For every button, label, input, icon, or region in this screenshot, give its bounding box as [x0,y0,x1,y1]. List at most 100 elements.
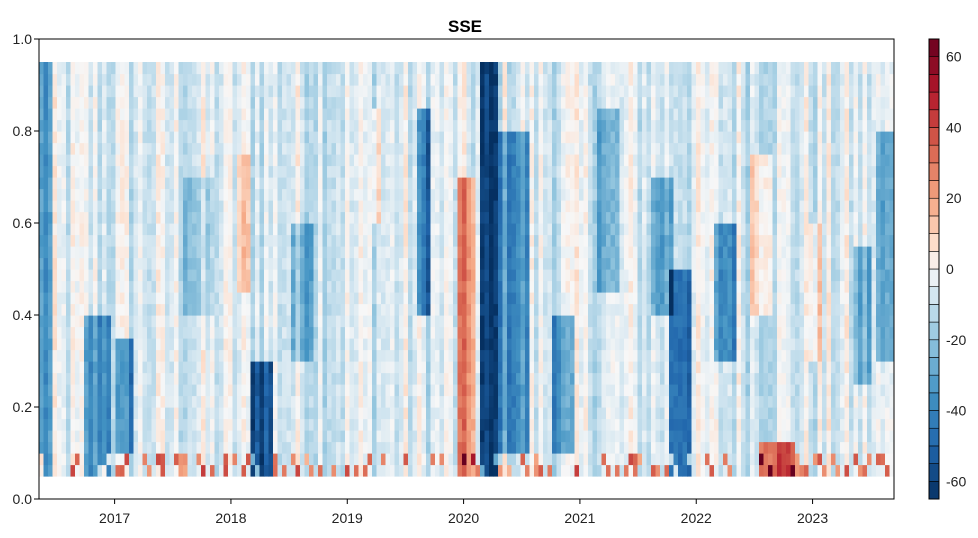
heatmap-cell [268,246,274,259]
heatmap-cell [156,269,162,282]
heatmap-cell [606,131,612,144]
heatmap-cell [165,407,171,420]
heatmap-cell [223,303,229,316]
heatmap-cell [354,280,360,293]
heatmap-cell [322,177,328,190]
heatmap-cell [228,384,234,397]
heatmap-cell [219,269,225,282]
heatmap-cell [142,315,148,328]
heatmap-cell [556,257,562,270]
heatmap-cell [610,85,616,98]
heatmap-cell [588,257,594,270]
heatmap-cell [444,280,450,293]
heatmap-cell [507,131,513,144]
heatmap-cell [327,62,333,75]
heatmap-cell [547,257,553,270]
heatmap-cell [399,142,405,155]
heatmap-cell [421,326,427,339]
heatmap-cell [475,96,481,109]
heatmap-cell [412,73,418,86]
heatmap-cell [624,257,630,270]
heatmap-cell [93,441,99,454]
heatmap-cell [345,177,351,190]
heatmap-cell [417,131,423,144]
heatmap-cell [430,464,436,477]
heatmap-cell [381,200,387,213]
heatmap-cell [453,269,459,282]
heatmap-cell [511,303,517,316]
heatmap-cell [646,453,652,466]
heatmap-cell [106,269,112,282]
heatmap-cell [57,292,63,305]
heatmap-cell [583,384,589,397]
heatmap-cell [493,108,499,121]
heatmap-cell [498,85,504,98]
heatmap-cell [556,441,562,454]
heatmap-cell [403,315,409,328]
heatmap-cell [633,119,639,132]
heatmap-cell [493,430,499,443]
heatmap-cell [106,303,112,316]
heatmap-cell [295,315,301,328]
heatmap-cell [295,372,301,385]
heatmap-cell [448,177,454,190]
heatmap-cell [174,234,180,247]
heatmap-cell [390,372,396,385]
heatmap-cell [583,338,589,351]
heatmap-cell [97,257,103,270]
heatmap-cell [408,430,414,443]
heatmap-cell [403,453,409,466]
heatmap-cell [511,234,517,247]
heatmap-cell [556,200,562,213]
heatmap-cell [439,85,445,98]
heatmap-cell [241,453,247,466]
heatmap-cell [75,338,81,351]
heatmap-cell [610,234,616,247]
heatmap-cell [417,280,423,293]
heatmap-cell [651,108,657,121]
heatmap-cell [511,269,517,282]
heatmap-cell [138,188,144,201]
heatmap-cell [349,464,355,477]
heatmap-cell [498,108,504,121]
heatmap-cell [201,407,207,420]
heatmap-cell [592,349,598,362]
heatmap-cell [507,280,513,293]
heatmap-cell [57,464,63,477]
heatmap-cell [201,384,207,397]
heatmap-cell [250,361,256,374]
heatmap-cell [273,96,279,109]
heatmap-cell [336,131,342,144]
heatmap-cell [88,407,94,420]
heatmap-cell [120,234,126,247]
heatmap-cell [313,257,319,270]
heatmap-cell [48,280,54,293]
heatmap-cell [421,246,427,259]
heatmap-cell [124,246,130,259]
heatmap-cell [363,453,369,466]
heatmap-cell [597,292,603,305]
heatmap-cell [228,85,234,98]
heatmap-cell [547,223,553,236]
heatmap-cell [120,372,126,385]
heatmap-cell [606,85,612,98]
heatmap-cell [615,430,621,443]
heatmap-cell [444,349,450,362]
heatmap-cell [322,407,328,420]
heatmap-cell [223,430,229,443]
heatmap-cell [187,165,193,178]
heatmap-cell [421,211,427,224]
heatmap-cell [619,177,625,190]
heatmap-cell [651,326,657,339]
heatmap-cell [304,85,310,98]
heatmap-cell [556,96,562,109]
heatmap-cell [142,257,148,270]
heatmap-cell [295,280,301,293]
heatmap-cell [273,257,279,270]
heatmap-cell [574,292,580,305]
heatmap-cell [646,395,652,408]
heatmap-cell [115,407,121,420]
heatmap-cell [151,384,157,397]
heatmap-cell [120,73,126,86]
heatmap-cell [183,257,189,270]
